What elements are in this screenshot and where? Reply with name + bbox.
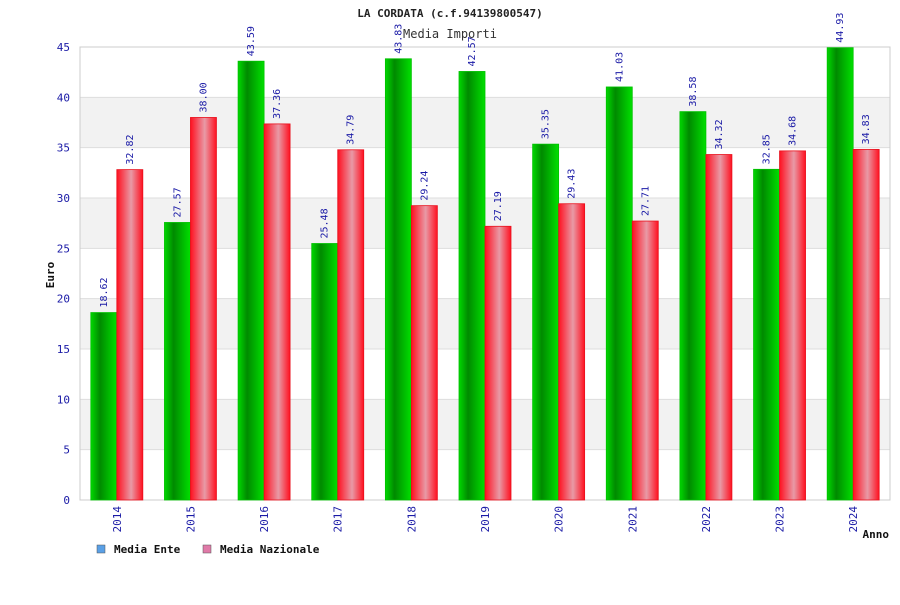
y-tick-label: 5 (63, 444, 70, 457)
value-label-media-nazionale-2014: 32.82 (125, 135, 136, 165)
y-tick-label: 40 (57, 91, 70, 104)
bar-media-ente-2017 (311, 243, 339, 501)
bar-media-ente-2015 (164, 222, 191, 501)
bar-media-nazionale-2019 (484, 225, 512, 501)
value-label-media-nazionale-2018: 29.24 (419, 171, 430, 201)
bar-media-nazionale-2018 (410, 205, 438, 501)
value-label-media-nazionale-2021: 27.71 (640, 186, 651, 216)
x-tick-label-2017: 2017 (332, 506, 345, 533)
value-label-media-ente-2016: 43.59 (246, 26, 257, 56)
legend-swatch-media-ente (96, 544, 106, 554)
value-label-media-nazionale-2016: 37.36 (272, 89, 283, 119)
value-label-media-nazionale-2022: 34.32 (714, 119, 725, 149)
value-label-media-ente-2019: 42.57 (467, 36, 478, 66)
y-axis-ticks: 0 5 10 15 20 25 30 35 40 45 (57, 41, 70, 507)
value-label-media-ente-2014: 18.62 (99, 277, 110, 307)
bar-media-ente-2016 (237, 60, 265, 501)
y-tick-label: 25 (57, 242, 70, 255)
x-tick-label-2020: 2020 (553, 506, 566, 533)
bar-media-ente-2014 (90, 312, 118, 501)
value-label-media-nazionale-2015: 38.00 (198, 82, 209, 112)
bar-media-nazionale-2021 (631, 220, 659, 501)
value-label-media-nazionale-2023: 34.68 (788, 116, 799, 146)
value-label-media-ente-2015: 27.57 (172, 187, 183, 217)
value-label-media-ente-2018: 43.83 (393, 24, 404, 54)
value-label-media-ente-2022: 38.58 (688, 77, 699, 107)
bars-layer (90, 47, 880, 501)
bar-media-nazionale-2015 (190, 117, 217, 501)
y-tick-label: 30 (57, 192, 70, 205)
x-tick-label-2022: 2022 (700, 506, 713, 533)
bar-media-ente-2021 (605, 86, 633, 501)
bar-media-nazionale-2024 (852, 148, 880, 501)
y-tick-label: 45 (57, 41, 70, 54)
bar-media-ente-2019 (458, 71, 486, 501)
value-label-media-ente-2017: 25.48 (320, 208, 331, 238)
x-tick-label-2024: 2024 (847, 506, 860, 533)
legend-swatch-media-nazionale (202, 544, 212, 554)
chart-subtitle: Media Importi (403, 27, 497, 41)
x-tick-label-2016: 2016 (258, 506, 271, 533)
bar-media-ente-2024 (826, 47, 854, 501)
bar-media-nazionale-2014 (116, 169, 144, 501)
bar-media-nazionale-2022 (705, 154, 733, 501)
x-tick-label-2023: 2023 (774, 506, 787, 533)
x-axis-ticks: 2014 2015 2016 2017 2018 2019 2020 2021 2022 2023… (111, 506, 860, 533)
value-label-media-ente-2024: 44.93 (835, 13, 846, 43)
bar-media-nazionale-2020 (558, 203, 586, 501)
bar-media-nazionale-2023 (779, 150, 806, 501)
x-tick-label-2014: 2014 (111, 506, 124, 533)
value-label-media-ente-2023: 32.85 (762, 134, 773, 164)
x-tick-label-2021: 2021 (626, 506, 639, 533)
bar-media-nazionale-2016 (263, 123, 291, 501)
y-tick-label: 0 (63, 494, 70, 507)
legend: Media Ente Media Nazionale (96, 543, 320, 556)
bar-media-ente-2018 (384, 58, 412, 501)
value-label-media-nazionale-2020: 29.43 (567, 169, 578, 199)
x-tick-label-2018: 2018 (405, 506, 418, 533)
bar-media-ente-2022 (679, 111, 707, 501)
x-axis-label: Anno (863, 528, 890, 541)
bar-media-ente-2020 (532, 143, 560, 501)
bar-media-nazionale-2017 (337, 149, 365, 501)
value-label-media-nazionale-2024: 34.83 (861, 114, 872, 144)
value-label-media-ente-2021: 41.03 (614, 52, 625, 82)
y-tick-label: 20 (57, 293, 70, 306)
value-label-media-nazionale-2019: 27.19 (493, 191, 504, 221)
value-label-media-nazionale-2017: 34.79 (346, 115, 357, 145)
legend-label-media-nazionale: Media Nazionale (220, 543, 320, 556)
value-labels-layer: 18.62 32.82 27.57 38.00 43.59 37.36 25.48 34.79… (99, 13, 872, 308)
y-tick-label: 15 (57, 343, 70, 356)
chart-title: LA CORDATA (c.f.94139800547) (357, 7, 542, 20)
bar-media-ente-2023 (753, 168, 780, 501)
x-tick-label-2019: 2019 (479, 506, 492, 533)
y-tick-label: 35 (57, 142, 70, 155)
value-label-media-ente-2020: 35.35 (541, 109, 552, 139)
y-tick-label: 10 (57, 393, 70, 406)
y-axis-label: Euro (44, 261, 57, 288)
legend-label-media-ente: Media Ente (114, 543, 181, 556)
x-tick-label-2015: 2015 (184, 506, 197, 533)
